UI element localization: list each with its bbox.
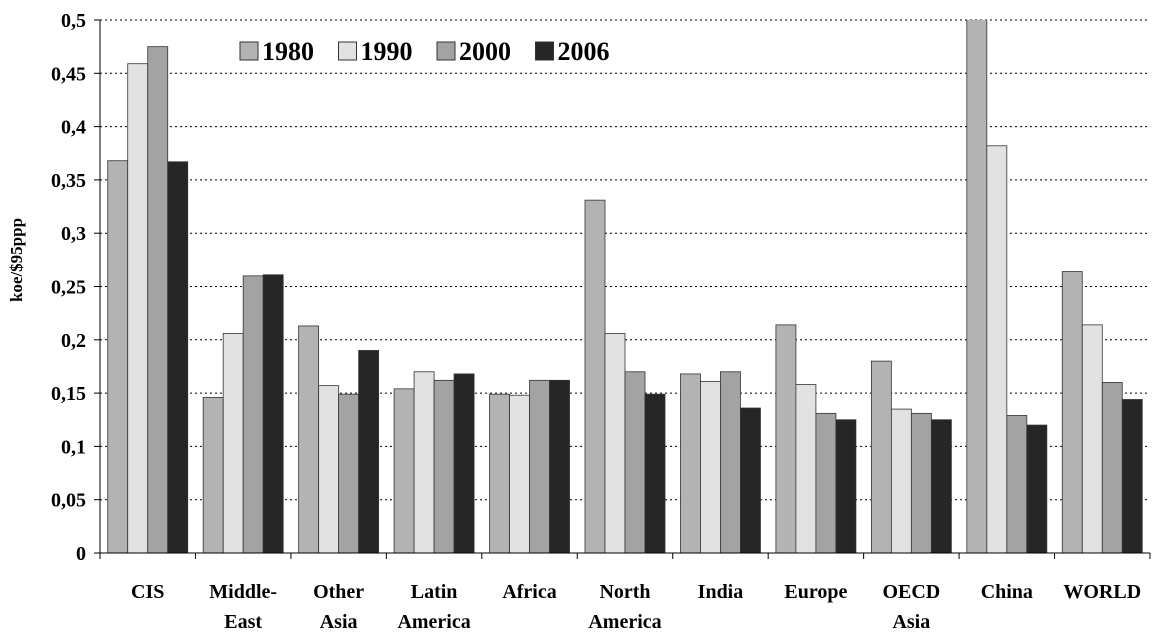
legend-swatch: [338, 41, 357, 61]
bar: [318, 385, 340, 554]
bar: [1121, 399, 1143, 554]
bar: [393, 388, 415, 554]
x-tick-label: WORLD: [1063, 581, 1141, 603]
bar: [509, 394, 530, 554]
bar: [433, 379, 455, 554]
y-tick-label: 0,35: [51, 170, 86, 192]
bar: [107, 160, 129, 554]
x-tick-label: Middle-East: [209, 581, 277, 633]
x-tick-label: CIS: [131, 581, 164, 603]
y-tick-label: 0,45: [51, 63, 86, 85]
y-tick-label: 0,2: [61, 330, 86, 352]
bar: [529, 379, 550, 554]
bar: [1026, 424, 1048, 554]
bar: [358, 350, 380, 554]
y-tick-label: 0,5: [61, 10, 86, 32]
x-tick-label: OECD Asia: [882, 581, 940, 633]
bar: [775, 324, 797, 554]
x-tick-label: Europe: [784, 581, 847, 603]
bar: [910, 412, 932, 554]
legend-label: 2000: [459, 37, 511, 66]
bars: [107, 20, 1143, 554]
bar: [604, 333, 626, 554]
bar: [795, 384, 817, 554]
bar: [147, 46, 169, 554]
bar: [298, 325, 320, 554]
bar: [1081, 324, 1103, 554]
bar: [815, 412, 837, 554]
bar: [167, 161, 189, 554]
y-tick-label: 0,3: [61, 223, 86, 245]
bar: [1006, 415, 1028, 554]
y-tick-label: 0,25: [51, 277, 86, 299]
bar: [453, 373, 475, 554]
y-tick-label: 0: [76, 543, 86, 565]
y-tick-label: 0,05: [51, 490, 86, 512]
bar: [624, 371, 646, 554]
x-tick-label: Africa: [502, 581, 556, 603]
bar: [262, 274, 284, 554]
x-tick-label: North America: [588, 581, 661, 633]
bar: [1101, 382, 1123, 554]
x-tick-label: China: [981, 581, 1033, 603]
bar: [680, 373, 701, 554]
bar: [986, 145, 1008, 554]
y-tick-label: 0,4: [61, 117, 86, 139]
bar: [222, 333, 244, 554]
bar: [127, 63, 149, 554]
legend-label: 1980: [262, 37, 314, 66]
legend-label: 2006: [558, 37, 610, 66]
bar: [413, 371, 435, 554]
y-tick-label: 0,1: [61, 436, 86, 458]
bar: [835, 419, 857, 554]
bar: [584, 199, 606, 554]
bar: [338, 393, 360, 554]
bar: [242, 275, 264, 554]
bar: [700, 380, 721, 554]
x-tick-label: India: [698, 581, 744, 603]
bar: [202, 396, 224, 554]
bar: [720, 371, 741, 554]
legend-swatch: [436, 41, 456, 61]
bar: [930, 419, 952, 554]
legend-swatch: [535, 41, 554, 61]
bar: [740, 407, 761, 554]
y-tick-label: 0,15: [51, 383, 86, 405]
bar: [890, 408, 912, 554]
bar: [644, 393, 666, 554]
y-axis-label: koe/$95ppp: [7, 218, 26, 302]
bar: [489, 393, 510, 554]
bar: [966, 20, 988, 554]
legend-swatch: [239, 41, 259, 61]
legend-label: 1990: [361, 37, 413, 66]
bar: [549, 379, 570, 554]
bar: [870, 360, 892, 554]
x-tick-label: Other Asia: [313, 581, 364, 633]
x-tick-label: Latin America: [397, 581, 470, 633]
bar: [1061, 271, 1083, 554]
